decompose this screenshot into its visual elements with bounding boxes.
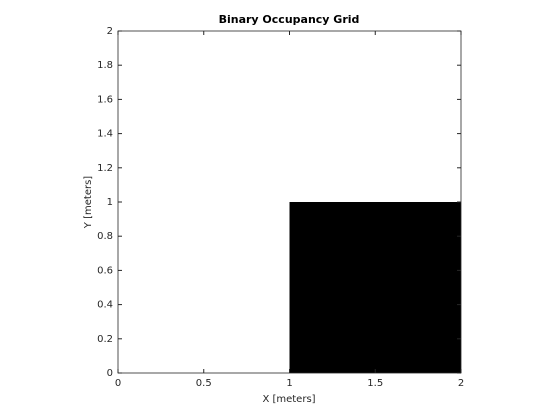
y-tick-label: 0.4 [97, 300, 113, 311]
y-tick-label: 0.8 [97, 231, 113, 242]
y-tick-label: 1.6 [97, 94, 113, 105]
grid-cell [118, 202, 290, 373]
grid-cell [289, 31, 461, 202]
y-tick-label: 0.6 [97, 265, 113, 276]
y-axis-label: Y [meters] [83, 176, 94, 229]
x-tick-label: 0 [115, 378, 121, 389]
grid-cell [118, 31, 290, 202]
chart-title: Binary Occupancy Grid [219, 13, 360, 26]
y-tick-label: 1.2 [97, 163, 113, 174]
y-tick-label: 0.2 [97, 334, 113, 345]
x-tick-label: 2 [458, 378, 464, 389]
y-tick-label: 0 [107, 368, 113, 379]
grid-cell [289, 202, 461, 373]
x-axis-label: X [meters] [262, 394, 315, 405]
y-tick-label: 1.4 [97, 129, 113, 140]
y-tick-label: 1.8 [97, 60, 113, 71]
x-tick-label: 1 [286, 378, 292, 389]
y-tick-label: 2 [107, 26, 113, 37]
y-tick-label: 1 [107, 197, 113, 208]
x-tick-label: 1.5 [367, 378, 383, 389]
x-tick-label: 0.5 [196, 378, 212, 389]
